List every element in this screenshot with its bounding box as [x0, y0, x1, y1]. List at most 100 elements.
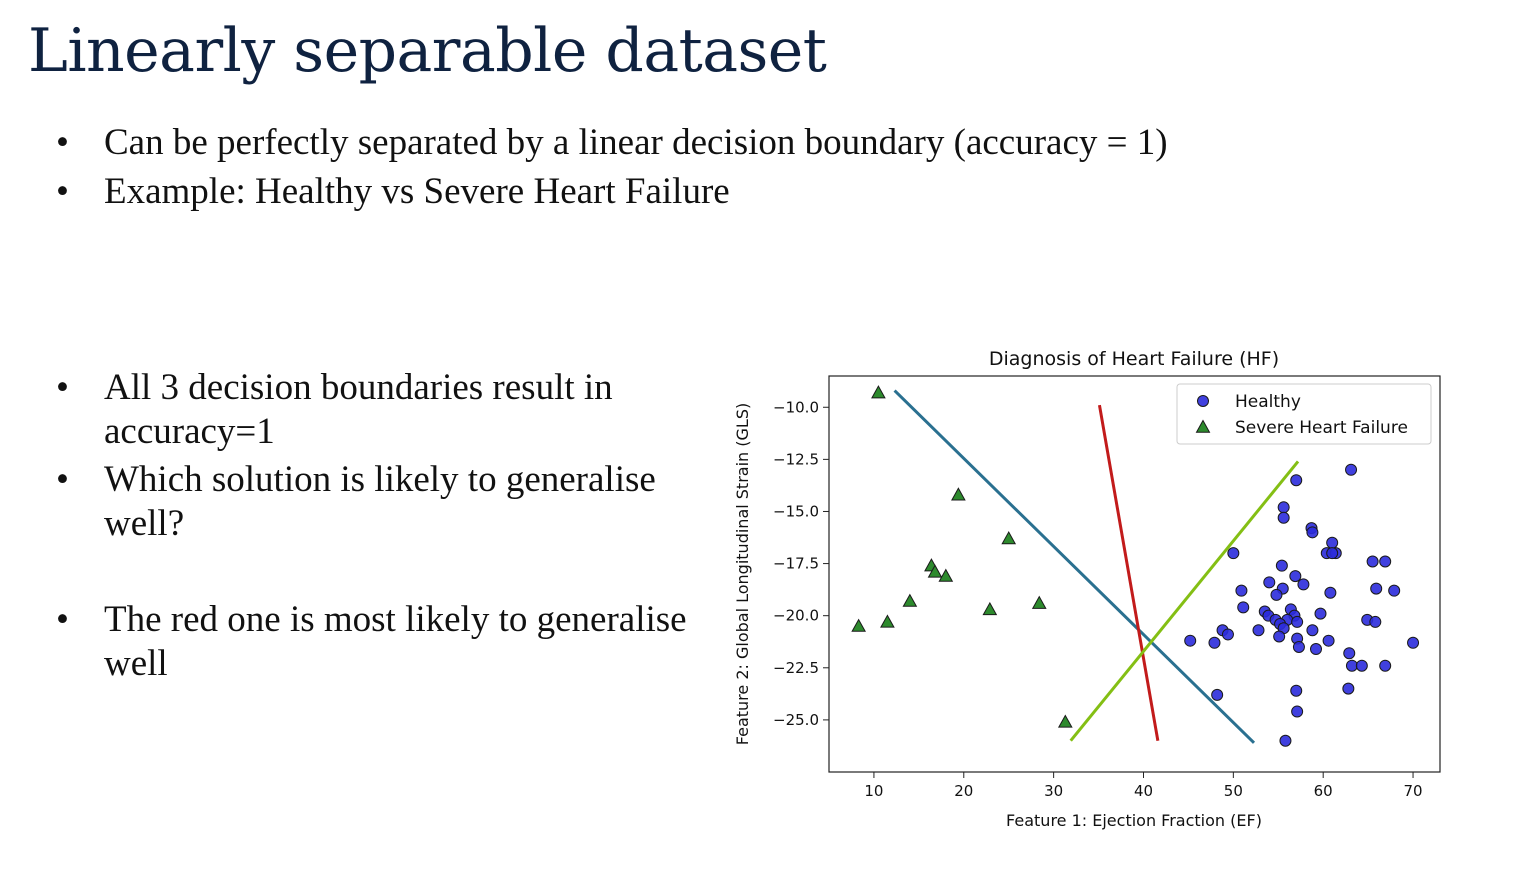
chart-title: Diagnosis of Heart Failure (HF) — [989, 348, 1279, 370]
severe-heart-failure-point — [851, 618, 867, 632]
healthy-point — [1322, 634, 1335, 647]
data-points — [851, 385, 1420, 747]
healthy-point — [1227, 547, 1240, 560]
healthy-point — [1289, 570, 1302, 583]
healthy-point — [1366, 555, 1379, 568]
bullet-item: • Can be perfectly separated by a linear … — [56, 118, 1168, 167]
axis-ticks: 10 20 30 40 50 60 70 −10.0 −12.5 −15.0 −17.5 −20.0 −… — [773, 398, 1423, 800]
healthy-point — [1184, 634, 1197, 647]
healthy-point — [1291, 615, 1304, 628]
healthy-point — [1306, 624, 1319, 637]
bullet-item: • The red one is most likely to generalis… — [56, 598, 696, 686]
x-tick-label: 50 — [1224, 782, 1243, 800]
healthy-point — [1310, 643, 1323, 656]
severe-heart-failure-point — [1057, 714, 1073, 728]
healthy-point — [1235, 584, 1248, 597]
x-tick-label: 10 — [864, 782, 883, 800]
severe-heart-failure-point — [951, 487, 966, 501]
top-bullet-list: • Can be perfectly separated by a linear … — [56, 118, 1168, 216]
bullet-glyph: • — [56, 367, 69, 408]
healthy-point — [1314, 607, 1327, 620]
healthy-point — [1306, 526, 1319, 539]
mid-bullet-list: • All 3 decision boundaries result in acc… — [56, 366, 696, 690]
healthy-point — [1342, 682, 1355, 695]
severe-heart-failure-point — [982, 601, 998, 616]
x-axis-label: Feature 1: Ejection Fraction (EF) — [1006, 811, 1262, 830]
scatter-chart: Diagnosis of Heart Failure (HF) Feature … — [733, 348, 1441, 830]
plot-frame — [828, 375, 1441, 773]
healthy-point — [1369, 615, 1382, 628]
healthy-point — [1237, 601, 1250, 614]
bullet-text: Example: Healthy vs Severe Heart Failure — [104, 171, 730, 212]
legend-label: Severe Heart Failure — [1235, 418, 1408, 438]
healthy-point — [1270, 588, 1283, 601]
healthy-point — [1221, 628, 1234, 641]
red-decision-boundary — [1097, 404, 1160, 741]
y-tick-label: −17.5 — [773, 555, 819, 573]
legend-box — [1176, 383, 1432, 445]
healthy-point — [1208, 636, 1221, 649]
blue-decision-boundary — [893, 389, 1256, 744]
bullet-text: Can be perfectly separated by a linear d… — [104, 122, 1168, 163]
healthy-point — [1273, 630, 1286, 643]
healthy-point — [1275, 559, 1288, 572]
healthy-point — [1291, 705, 1304, 718]
severe-heart-failure-point — [938, 568, 954, 582]
healthy-point — [1343, 647, 1356, 660]
healthy-point — [1324, 586, 1337, 599]
healthy-point — [1379, 659, 1392, 672]
healthy-point — [1277, 511, 1290, 524]
slide-title: Linearly separable dataset — [28, 16, 827, 86]
healthy-point — [1292, 640, 1305, 653]
severe-heart-failure-point — [871, 385, 886, 399]
bullet-glyph: • — [56, 599, 69, 640]
bullet-glyph: • — [56, 122, 69, 163]
healthy-point — [1370, 582, 1383, 595]
legend-label: Healthy — [1235, 392, 1301, 412]
y-tick-label: −12.5 — [773, 450, 819, 468]
healthy-point — [1279, 734, 1292, 747]
legend-marker — [1195, 419, 1211, 433]
severe-heart-failure-point — [902, 593, 918, 607]
healthy-point — [1345, 463, 1358, 476]
x-tick-label: 60 — [1314, 782, 1333, 800]
y-tick-label: −25.0 — [773, 711, 819, 729]
healthy-point — [1252, 624, 1265, 637]
healthy-point — [1211, 688, 1224, 701]
healthy-point — [1277, 501, 1290, 514]
severe-heart-failure-point — [1031, 595, 1047, 609]
legend-marker — [1197, 395, 1209, 407]
healthy-point — [1407, 636, 1420, 649]
healthy-point — [1388, 584, 1401, 597]
bullet-glyph: • — [56, 171, 69, 212]
green-decision-boundary — [1069, 460, 1300, 742]
x-tick-label: 30 — [1044, 782, 1063, 800]
bullet-text: The red one is most likely to generalise… — [104, 599, 687, 684]
y-tick-label: −15.0 — [773, 502, 819, 520]
healthy-point — [1290, 684, 1303, 697]
severe-heart-failure-point — [1001, 531, 1017, 545]
legend: Healthy Severe Heart Failure — [1176, 383, 1432, 445]
x-tick-label: 20 — [954, 782, 973, 800]
decision-boundaries — [893, 389, 1300, 744]
healthy-point — [1326, 536, 1339, 549]
bullet-item: • All 3 decision boundaries result in acc… — [56, 366, 696, 454]
y-tick-label: −10.0 — [773, 398, 819, 416]
severe-heart-failure-point — [927, 564, 943, 578]
x-tick-label: 70 — [1403, 782, 1422, 800]
healthy-point — [1297, 578, 1310, 591]
healthy-point — [1379, 555, 1392, 568]
x-tick-label: 40 — [1134, 782, 1153, 800]
healthy-point — [1290, 474, 1303, 487]
healthy-point — [1263, 576, 1276, 589]
healthy-point — [1355, 659, 1368, 672]
y-tick-label: −22.5 — [773, 659, 819, 677]
healthy-point — [1345, 659, 1358, 672]
bullet-text: All 3 decision boundaries result in accu… — [104, 367, 613, 452]
bullet-glyph: • — [56, 459, 69, 500]
bullet-item: • Example: Healthy vs Severe Heart Failur… — [56, 167, 1168, 216]
y-axis-label: Feature 2: Global Longitudinal Strain (G… — [733, 403, 752, 745]
y-tick-label: −20.0 — [773, 607, 819, 625]
bullet-text: Which solution is likely to generalise w… — [104, 459, 656, 544]
severe-heart-failure-point — [880, 614, 895, 628]
